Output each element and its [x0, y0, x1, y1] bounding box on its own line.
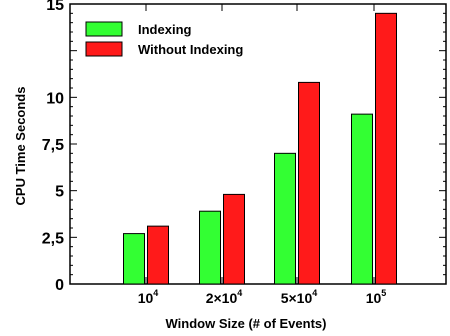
x-tick-label: 105 — [366, 288, 387, 306]
bars-group — [123, 12, 397, 285]
bar-indexing-2 — [274, 152, 296, 285]
x-tick-label-base: 5×10 — [281, 290, 313, 306]
legend-swatch-indexing — [85, 21, 123, 37]
bar-indexing-0 — [123, 233, 145, 285]
y-tick-label: 5 — [55, 184, 64, 201]
x-axis-ticks: 104 2×104 5×104 105 — [138, 4, 387, 306]
bar-indexing-3 — [351, 113, 373, 285]
bar-without-indexing-3 — [375, 12, 397, 285]
x-tick-label: 2×104 — [206, 288, 243, 306]
y-axis-title: CPU Time Seconds — [13, 87, 28, 206]
legend: Indexing Without Indexing — [85, 21, 243, 57]
x-tick-label-base: 10 — [366, 290, 382, 306]
bar-without-indexing-2 — [298, 81, 320, 285]
y-tick-label: 15 — [46, 0, 64, 14]
x-tick-label-exponent: 4 — [237, 288, 242, 298]
x-tick-label-base: 2×10 — [206, 290, 238, 306]
y-axis-ticks: 0 2,5 5 7,5 10 15 — [42, 0, 446, 294]
x-axis-title: Window Size (# of Events) — [166, 316, 327, 331]
x-tick-label: 5×104 — [281, 288, 318, 306]
y-tick-label: 7,5 — [42, 137, 64, 154]
legend-swatch-without-indexing — [85, 41, 123, 57]
legend-label-indexing: Indexing — [138, 22, 192, 37]
bar-without-indexing-0 — [147, 225, 169, 285]
bar-without-indexing-1 — [223, 193, 245, 285]
y-tick-label: 0 — [55, 277, 64, 294]
legend-label-without-indexing: Without Indexing — [138, 42, 243, 57]
x-tick-label-exponent: 5 — [381, 288, 386, 298]
bar-indexing-1 — [199, 210, 221, 285]
x-tick-label-exponent: 4 — [153, 288, 158, 298]
y-tick-label: 10 — [46, 90, 64, 107]
x-tick-label-exponent: 4 — [312, 288, 317, 298]
x-tick-label-base: 10 — [138, 290, 154, 306]
y-tick-label: 2,5 — [42, 230, 64, 247]
x-tick-label: 104 — [138, 288, 159, 306]
